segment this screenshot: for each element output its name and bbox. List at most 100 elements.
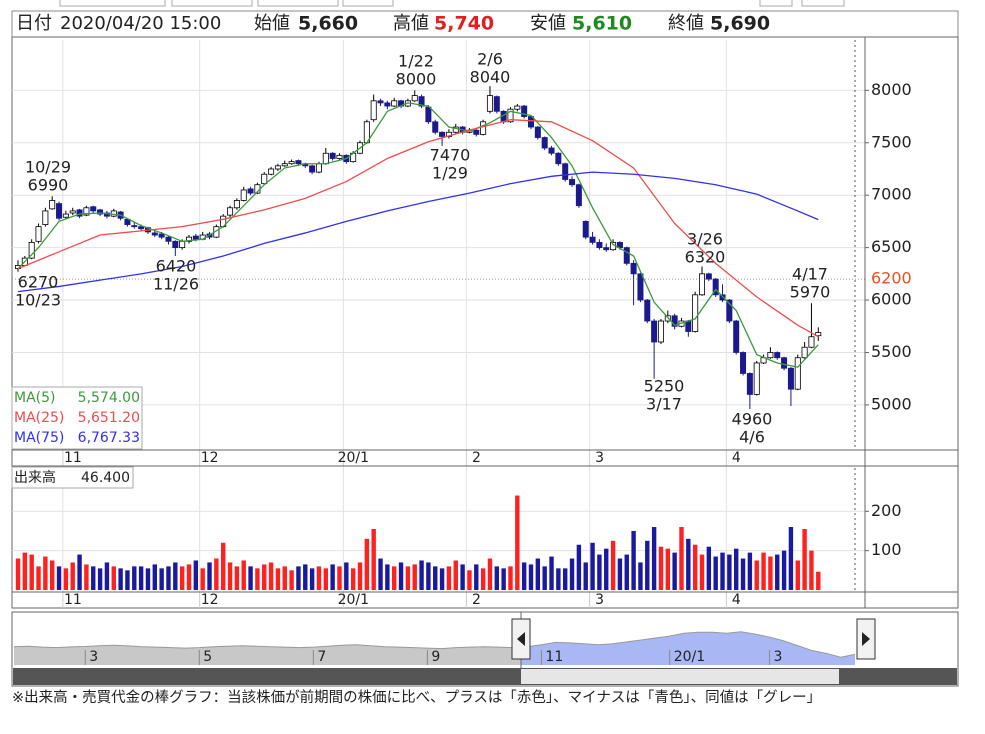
- volume-bar: [97, 568, 103, 590]
- volume-bar: [556, 568, 561, 590]
- annotation: 7470: [430, 146, 471, 165]
- volume-bar: [132, 566, 137, 590]
- volume-bar: [405, 566, 411, 590]
- candle-body: [630, 262, 637, 275]
- volume-bar: [494, 566, 499, 590]
- candle-body: [158, 233, 165, 238]
- annotation: 3/26: [687, 230, 723, 249]
- volume-bar: [125, 570, 130, 590]
- volume-bar: [460, 564, 465, 590]
- annotation: 8000: [396, 70, 437, 89]
- volume-bar: [159, 568, 164, 590]
- scroll-thumb[interactable]: [521, 669, 839, 684]
- info-value: 5,690: [710, 13, 770, 35]
- volume-bar: [439, 568, 445, 590]
- y-tick-label: 7500: [871, 132, 912, 151]
- annotation: 4960: [732, 410, 773, 429]
- candle-body: [247, 188, 254, 194]
- volume-bar: [214, 558, 219, 590]
- candle-body: [377, 100, 384, 104]
- candle-body: [596, 241, 603, 249]
- annotation: 6320: [685, 248, 726, 267]
- volume-bar: [699, 554, 705, 590]
- candle-body: [808, 336, 815, 348]
- candle-body: [370, 100, 377, 121]
- y-tick-label: 5000: [871, 394, 912, 413]
- volume-bar: [91, 566, 96, 590]
- volume-bar: [56, 566, 62, 590]
- volume-bar: [706, 546, 712, 590]
- candle-body: [165, 236, 172, 242]
- volume-bar: [747, 552, 753, 590]
- candle-body: [746, 373, 753, 395]
- button[interactable]: [257, 0, 339, 7]
- volume-bar: [686, 538, 691, 590]
- volume-title: 出来高: [14, 469, 56, 486]
- info-label: 始値: [254, 13, 290, 34]
- volume-bar: [576, 544, 582, 590]
- navigator-label: 9: [431, 649, 440, 665]
- candle-body: [733, 320, 740, 353]
- volume-bar: [275, 568, 281, 590]
- candle-body: [315, 163, 322, 173]
- annotation: 1/29: [432, 164, 468, 183]
- candle-body: [69, 210, 76, 214]
- reference-label: 6200: [871, 269, 912, 288]
- volume-bar: [467, 570, 472, 590]
- y-tick-label: 7000: [871, 185, 912, 204]
- button[interactable]: [59, 0, 166, 7]
- candle-body: [233, 200, 240, 209]
- volume-legend-box: [11, 466, 134, 489]
- button[interactable]: [759, 0, 793, 7]
- volume-bar: [255, 568, 260, 590]
- candle-body: [541, 137, 548, 149]
- button[interactable]: [342, 0, 394, 7]
- volume-bar: [515, 495, 520, 590]
- volume-bar: [282, 566, 287, 590]
- candle-body: [425, 106, 432, 123]
- volume-bar: [433, 566, 438, 590]
- candle-body: [801, 346, 808, 359]
- annotation: 1/22: [398, 52, 434, 71]
- y-tick-label: 6000: [871, 290, 912, 309]
- button[interactable]: [171, 0, 253, 7]
- volume-bar: [583, 562, 588, 590]
- volume-bar: [398, 562, 404, 590]
- volume-bar: [563, 568, 568, 590]
- volume-bar: [638, 562, 643, 590]
- volume-value: 46.400: [81, 470, 130, 486]
- navigator-selected: [521, 631, 855, 665]
- volume-bar: [357, 562, 363, 590]
- x-tick-label: 20/1: [338, 450, 369, 466]
- info-value: 5,610: [572, 13, 632, 35]
- volume-bar: [179, 566, 185, 590]
- candle-body: [637, 273, 644, 301]
- candle-body: [534, 126, 541, 138]
- volume-bar: [549, 556, 554, 590]
- candle-body: [582, 221, 589, 238]
- candle-body: [56, 203, 63, 219]
- volume-bar: [200, 568, 205, 590]
- annotation: 5250: [644, 377, 685, 396]
- volume-bar: [610, 540, 616, 590]
- candle-body: [261, 173, 268, 185]
- volume-bar: [166, 566, 171, 590]
- candle-body: [49, 200, 56, 210]
- annotation: 11/26: [153, 275, 199, 294]
- candle-body: [97, 209, 104, 215]
- volume-bar: [262, 564, 267, 590]
- volume-bar: [816, 571, 821, 590]
- volume-bar: [193, 560, 199, 590]
- candle-body: [281, 163, 288, 167]
- volume-bar: [672, 552, 677, 590]
- y-tick-label: 8000: [871, 80, 912, 99]
- info-bar: [11, 10, 959, 38]
- button[interactable]: [801, 0, 845, 7]
- y-tick-label: 5500: [871, 342, 912, 361]
- volume-bar: [713, 556, 718, 590]
- x-tick-label: 12: [201, 592, 219, 608]
- annotation: 4/6: [739, 428, 765, 447]
- candle-body: [322, 152, 329, 165]
- volume-bar: [63, 568, 69, 590]
